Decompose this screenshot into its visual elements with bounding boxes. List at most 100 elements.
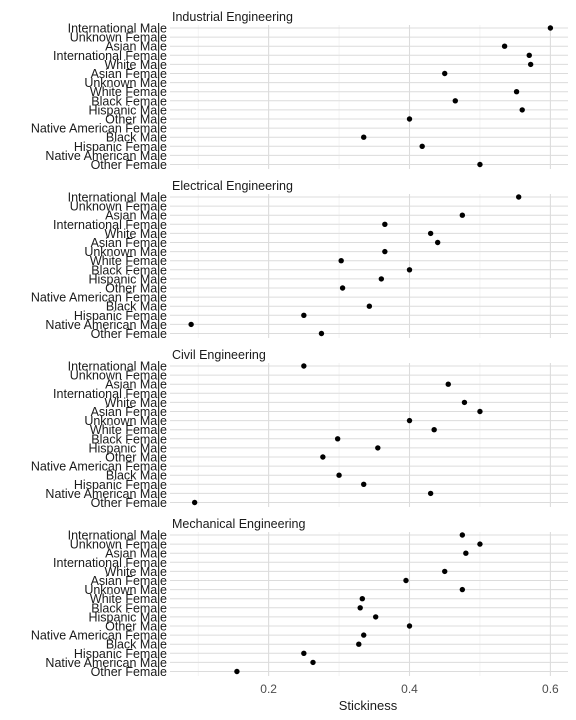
data-point-civil-engineering-white-female	[431, 427, 437, 433]
x-tick-label: 0.6	[542, 682, 559, 696]
data-point-electrical-engineering-other-male	[339, 285, 346, 291]
data-point-electrical-engineering-black-male	[366, 303, 373, 309]
data-point-mechanical-engineering-white-female	[359, 596, 366, 602]
y-tick-label-native-american-male: Native American Male	[45, 318, 167, 332]
data-point-mechanical-engineering-native-american-male	[310, 659, 316, 666]
y-tick-label-black-female: Black Female	[91, 263, 167, 277]
mechanical-engineering-panel-title: Mechanical Engineering	[172, 517, 305, 531]
y-tick-label-white-female: White Female	[90, 85, 167, 99]
y-tick-label-native-american-male: Native American Male	[45, 487, 167, 501]
y-tick-label-white-male: White Male	[104, 58, 167, 72]
y-tick-label-international-male: International Male	[68, 22, 167, 36]
y-tick-label-other-male: Other Male	[105, 282, 167, 296]
data-point-mechanical-engineering-black-female	[357, 605, 363, 611]
y-tick-label-hispanic-female: Hispanic Female	[74, 478, 167, 492]
data-point-civil-engineering-other-female	[191, 499, 198, 506]
data-point-mechanical-engineering-asian-female	[403, 577, 409, 584]
y-tick-label-hispanic-male: Hispanic Male	[88, 103, 167, 117]
data-point-civil-engineering-unknown-male	[406, 417, 413, 424]
y-tick-label-other-female: Other Female	[91, 665, 167, 679]
x-tick-label: 0.2	[260, 682, 277, 696]
y-tick-label-other-female: Other Female	[91, 327, 167, 341]
y-tick-label-unknown-male: Unknown Male	[84, 245, 167, 259]
y-tick-label-black-female: Black Female	[91, 94, 167, 108]
y-tick-label-international-male: International Male	[68, 191, 167, 205]
y-tick-label-unknown-female: Unknown Female	[70, 31, 167, 45]
civil-engineering-panel-title: Civil Engineering	[172, 348, 266, 362]
data-point-electrical-engineering-black-female	[406, 267, 413, 273]
data-point-electrical-engineering-asian-male	[459, 212, 466, 218]
data-point-civil-engineering-hispanic-male	[375, 445, 381, 451]
y-tick-label-unknown-male: Unknown Male	[84, 76, 167, 90]
y-tick-label-other-female: Other Female	[91, 158, 167, 172]
data-point-electrical-engineering-asian-female	[434, 239, 441, 246]
y-tick-label-asian-female: Asian Female	[91, 405, 167, 419]
y-tick-label-unknown-female: Unknown Female	[70, 369, 167, 383]
industrial-engineering-panel-title: Industrial Engineering	[172, 10, 293, 24]
data-point-industrial-engineering-black-male	[361, 134, 367, 140]
data-point-mechanical-engineering-unknown-female	[477, 541, 483, 547]
data-point-civil-engineering-asian-female	[477, 408, 483, 415]
y-tick-label-white-male: White Male	[104, 396, 167, 410]
data-point-mechanical-engineering-other-female	[234, 668, 240, 675]
y-tick-label-asian-male: Asian Male	[105, 378, 167, 392]
data-point-electrical-engineering-hispanic-male	[378, 276, 385, 282]
data-point-electrical-engineering-native-american-male	[188, 321, 194, 328]
data-point-mechanical-engineering-other-male	[406, 623, 413, 629]
y-tick-label-hispanic-male: Hispanic Male	[88, 441, 167, 455]
y-tick-label-black-female: Black Female	[91, 601, 167, 615]
y-tick-label-black-male: Black Male	[106, 469, 167, 483]
data-point-civil-engineering-black-female	[334, 436, 341, 442]
data-point-industrial-engineering-other-female	[477, 161, 483, 168]
data-point-civil-engineering-native-american-male	[427, 490, 434, 497]
y-tick-label-black-male: Black Male	[106, 131, 167, 145]
data-point-civil-engineering-asian-male	[445, 381, 451, 387]
y-tick-label-asian-female: Asian Female	[91, 67, 167, 81]
y-tick-label-asian-male: Asian Male	[105, 547, 167, 561]
data-point-industrial-engineering-international-female	[526, 52, 532, 58]
y-tick-label-other-male: Other Male	[105, 620, 167, 634]
y-tick-label-international-male: International Male	[68, 529, 167, 543]
y-tick-label-native-american-male: Native American Male	[45, 149, 167, 163]
y-tick-label-native-american-female: Native American Female	[31, 460, 167, 474]
y-tick-label-unknown-male: Unknown Male	[84, 583, 167, 597]
data-point-industrial-engineering-international-male	[547, 25, 554, 31]
y-tick-label-white-female: White Female	[90, 423, 167, 437]
y-tick-label-unknown-female: Unknown Female	[70, 538, 167, 552]
y-tick-label-white-female: White Female	[90, 592, 167, 606]
y-tick-label-black-male: Black Male	[106, 638, 167, 652]
data-point-electrical-engineering-hispanic-female	[301, 312, 307, 318]
y-tick-label-other-female: Other Female	[91, 496, 167, 510]
y-tick-label-unknown-male: Unknown Male	[84, 414, 167, 428]
data-point-mechanical-engineering-native-american-female	[361, 632, 367, 638]
data-point-industrial-engineering-asian-female	[442, 70, 448, 77]
data-point-mechanical-engineering-hispanic-female	[301, 650, 307, 656]
data-point-industrial-engineering-white-female	[513, 89, 520, 95]
y-tick-label-white-female: White Female	[90, 254, 167, 268]
y-tick-label-hispanic-female: Hispanic Female	[74, 647, 167, 661]
data-point-industrial-engineering-hispanic-male	[519, 107, 525, 113]
data-point-electrical-engineering-white-female	[338, 258, 344, 264]
y-tick-label-international-female: International Female	[53, 49, 167, 63]
y-tick-label-white-male: White Male	[104, 227, 167, 241]
data-point-mechanical-engineering-asian-male	[463, 550, 469, 556]
data-point-mechanical-engineering-unknown-male	[459, 586, 466, 593]
y-tick-label-native-american-male: Native American Male	[45, 656, 167, 670]
y-tick-label-native-american-female: Native American Female	[31, 291, 167, 305]
data-point-industrial-engineering-white-male	[527, 61, 534, 68]
data-point-civil-engineering-international-male	[301, 363, 307, 369]
data-point-electrical-engineering-unknown-male	[382, 248, 388, 255]
y-tick-label-hispanic-female: Hispanic Female	[74, 140, 167, 154]
data-point-electrical-engineering-other-female	[318, 330, 325, 337]
data-point-industrial-engineering-black-female	[452, 98, 458, 104]
data-point-industrial-engineering-other-male	[406, 116, 413, 122]
y-tick-label-other-male: Other Male	[105, 451, 167, 465]
y-tick-label-hispanic-male: Hispanic Male	[88, 610, 167, 624]
data-point-mechanical-engineering-hispanic-male	[372, 614, 379, 620]
data-point-industrial-engineering-asian-male	[501, 43, 508, 49]
y-tick-label-unknown-female: Unknown Female	[70, 200, 167, 214]
y-tick-label-black-female: Black Female	[91, 432, 167, 446]
data-point-mechanical-engineering-white-male	[442, 568, 448, 575]
data-point-civil-engineering-black-male	[336, 472, 342, 478]
